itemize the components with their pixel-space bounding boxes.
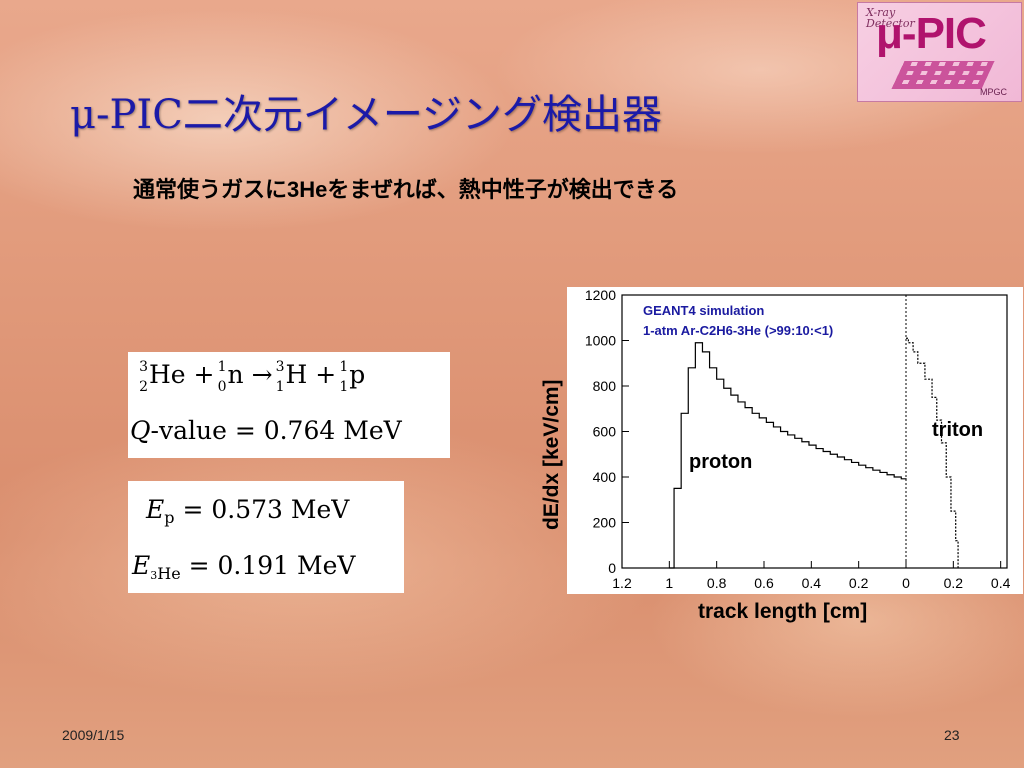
x-tick-label: 0.2 <box>944 575 964 591</box>
y-tick-label: 600 <box>593 424 617 440</box>
y-tick-label: 0 <box>608 560 616 576</box>
x-tick-label: 0.6 <box>754 575 774 591</box>
x-tick-label: 0.2 <box>849 575 869 591</box>
x-tick-label: 1.2 <box>612 575 632 591</box>
proton-energy-equation: Ep = 0.573 MeV <box>146 495 350 527</box>
dedx-chart-svg: 0 200 400 600 800 1000 1200 1.2 1 0.8 0.6 0.4 0.2 0 0.… <box>585 287 1011 591</box>
x-tick-label: 1 <box>665 575 673 591</box>
chart-y-axis-label: dE/dx [keV/cm] <box>540 379 563 530</box>
footer-date: 2009/1/15 <box>62 727 125 743</box>
y-tick-label: 200 <box>593 515 617 531</box>
chart-annotation-line2: 1-atm Ar-C2H6-3He (>99:10:<1) <box>643 323 833 338</box>
y-tick-label: 400 <box>593 469 617 485</box>
x-tick-label: 0.4 <box>802 575 822 591</box>
qvalue-equation: Q-value = 0.764 MeV <box>130 416 402 445</box>
mu-pic-logo: X-ray Detector μ-PIC MPGC <box>857 2 1022 102</box>
x-tick-label: 0.4 <box>991 575 1011 591</box>
helium3-energy-equation: E3He = 0.191 MeV <box>132 551 356 583</box>
footer-page-number: 23 <box>944 727 960 743</box>
x-tick-label: 0 <box>902 575 910 591</box>
logo-xray-text: X-ray Detector <box>866 6 915 30</box>
logo-pic-text: μ-PIC <box>876 9 987 58</box>
chart-annotation-line1: GEANT4 simulation <box>643 303 764 318</box>
logo-mpgc-text: MPGC <box>980 87 1007 97</box>
y-tick-label: 1200 <box>585 287 616 303</box>
series-label-proton: proton <box>689 451 752 473</box>
series-triton-line <box>906 337 959 568</box>
energy-equation-box: Ep = 0.573 MeV E3He = 0.191 MeV <box>128 481 404 593</box>
y-tick-label: 1000 <box>585 333 616 349</box>
logo-grid-graphic <box>891 61 995 89</box>
series-proton-line <box>669 342 907 569</box>
reaction-equation: 3 2 He +1 0 n → 3 1 H +1 1 p <box>139 358 366 395</box>
dedx-chart: 0 200 400 600 800 1000 1200 1.2 1 0.8 0.6 0.4 0.2 0 0.… <box>567 287 1023 594</box>
chart-x-axis-label: track length [cm] <box>698 600 868 623</box>
slide-subtitle: 通常使うガスに3Heをまぜれば、熱中性子が検出できる <box>133 177 679 202</box>
reaction-equation-box: 3 2 He +1 0 n → 3 1 H +1 1 p Q-value = 0.764 MeV <box>128 352 450 458</box>
series-label-triton: triton <box>932 419 983 441</box>
y-tick-label: 800 <box>593 378 617 394</box>
slide-title: μ-PIC二次元イメージング検出器 <box>70 92 663 138</box>
x-tick-label: 0.8 <box>707 575 727 591</box>
